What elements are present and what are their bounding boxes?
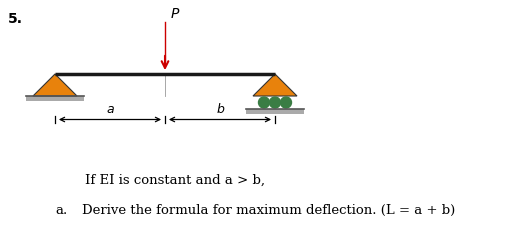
Circle shape (280, 98, 291, 109)
Bar (26, 97, 84, 102)
Text: a.: a. (55, 203, 67, 216)
Text: a: a (106, 103, 114, 116)
Text: b: b (216, 103, 224, 116)
Bar (246, 109, 303, 115)
Text: Derive the formula for maximum deflection. (L = a + b): Derive the formula for maximum deflectio… (82, 203, 455, 216)
Polygon shape (253, 75, 297, 97)
Text: P: P (171, 7, 179, 21)
Circle shape (258, 98, 269, 109)
Circle shape (269, 98, 280, 109)
Text: If EI is constant and a > b,: If EI is constant and a > b, (85, 173, 265, 186)
Text: 5.: 5. (8, 12, 23, 26)
Polygon shape (33, 75, 77, 97)
